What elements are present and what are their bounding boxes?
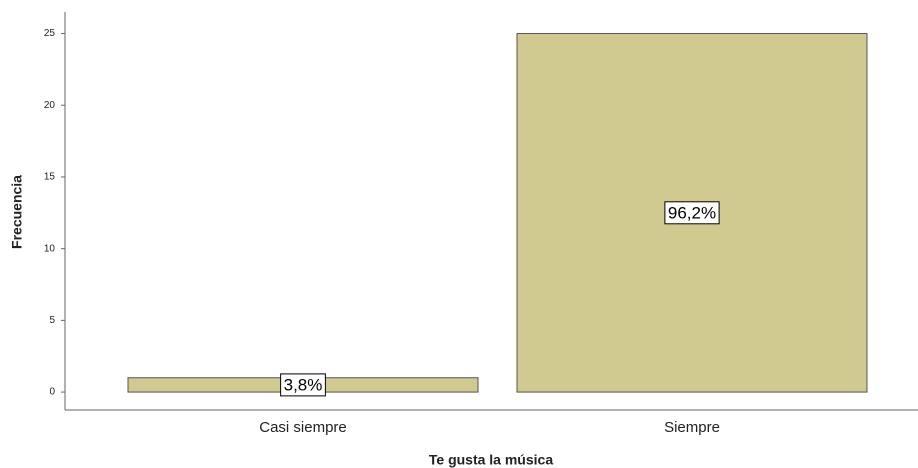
x-tick-label: Siempre [664,419,720,436]
y-tick-label: 10 [44,243,56,254]
y-tick-label: 15 [44,172,56,183]
annotation: 96,2% [668,203,716,222]
x-tick-label: Casi siempre [259,419,347,436]
y-tick-label: 0 [49,387,55,398]
annotation: 3,8% [284,375,323,394]
annotation-box [280,373,326,397]
y-axis-title: Frecuencia [9,175,25,249]
y-tick-label: 25 [44,28,56,39]
x-axis-title: Te gusta la música [429,452,553,468]
y-tick-label: 20 [44,100,56,111]
annotation-box [664,201,720,225]
y-tick-label: 5 [49,315,55,326]
